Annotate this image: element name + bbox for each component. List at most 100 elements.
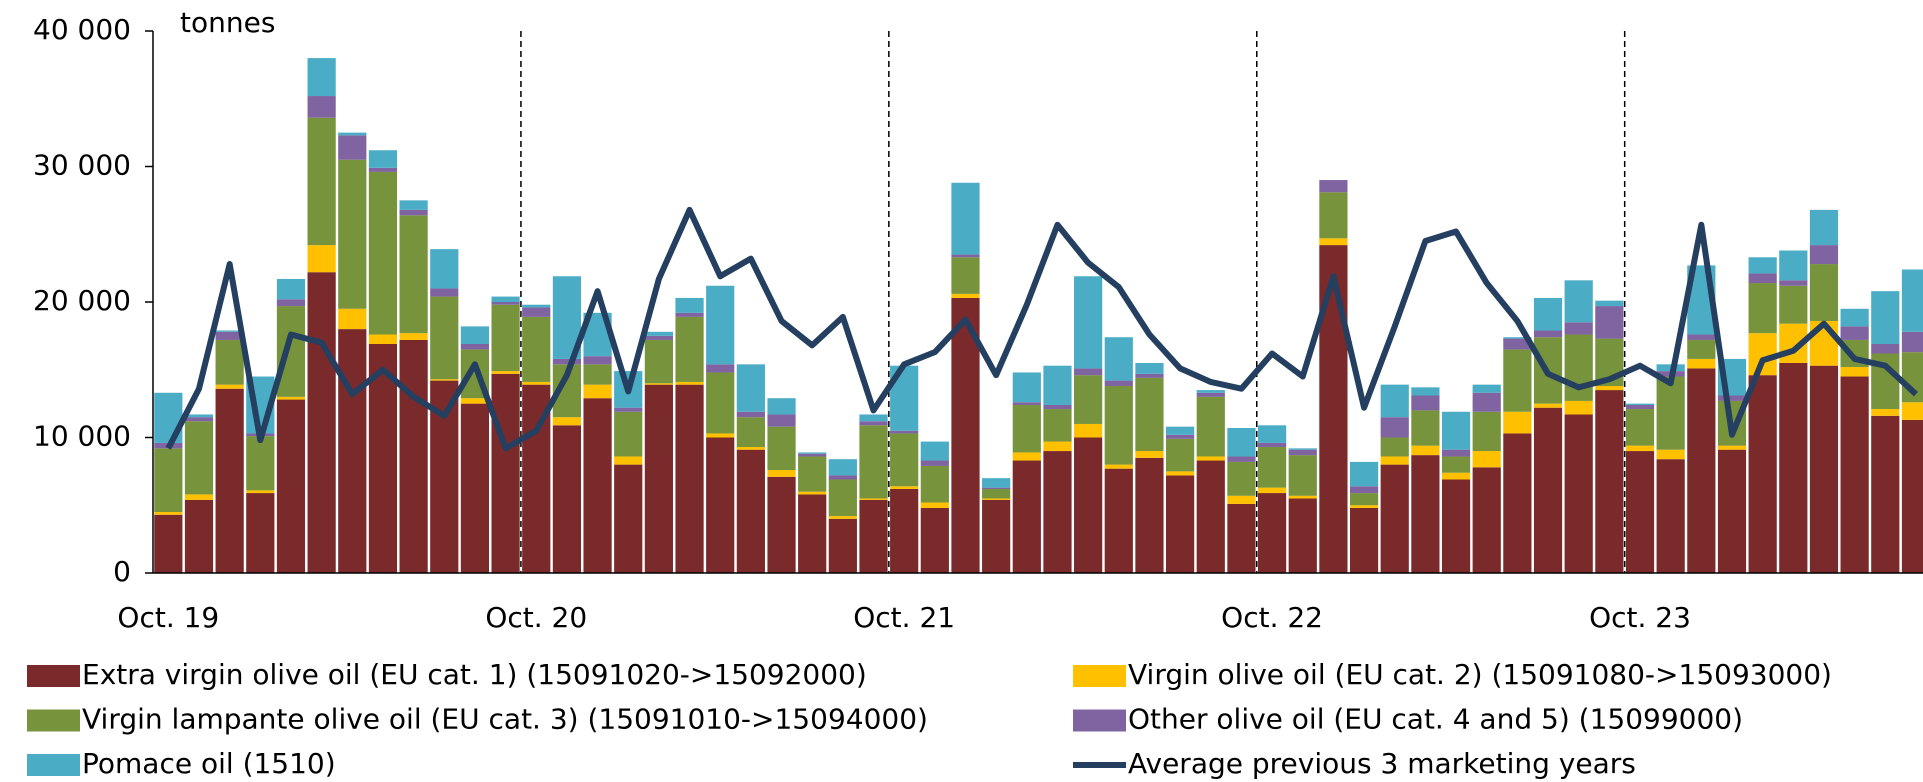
bar-segment [1104, 386, 1133, 465]
bar-segment [215, 339, 244, 385]
bar-segment [1227, 461, 1256, 496]
bar-segment [798, 494, 827, 573]
bar-segment [430, 379, 459, 381]
bar-segment [1288, 498, 1317, 573]
bar-segment [1472, 467, 1501, 573]
bar-segment [1257, 493, 1287, 573]
bar-segment [767, 470, 796, 477]
bar-segment [1227, 456, 1256, 462]
bar-segment [1779, 285, 1808, 324]
bar-segment [1809, 264, 1839, 321]
bar-segment [1901, 402, 1923, 420]
bar-segment [1533, 407, 1563, 573]
bar-segment [706, 372, 735, 434]
bar-segment [1166, 434, 1195, 439]
y-tick-label: 30 000 [33, 149, 131, 182]
bar-segment [859, 499, 888, 573]
bar-segment [1779, 280, 1808, 286]
bar-segment [767, 414, 796, 427]
bar-segment [154, 514, 183, 573]
bar-segment [951, 293, 980, 298]
bar-segment [1135, 362, 1164, 374]
bar-segment [522, 316, 551, 382]
bar-segment [1104, 464, 1133, 469]
bar-segment [736, 411, 765, 418]
y-unit-label: tonnes [180, 6, 275, 39]
bar-segment [1840, 308, 1869, 327]
bar-segment [1349, 486, 1379, 494]
bar-segment [644, 339, 673, 384]
bar-segment [890, 486, 919, 489]
bar-segment [583, 398, 612, 573]
bar-segment [1441, 479, 1471, 573]
bar-segment [460, 326, 490, 345]
bar-segment [706, 364, 735, 373]
bar-segment [1748, 273, 1777, 284]
x-tick-label: Oct. 22 [1221, 601, 1323, 634]
bar-segment [184, 421, 214, 495]
bar-segment [1564, 334, 1593, 401]
bar-segment [1656, 376, 1685, 450]
bar-segment [1625, 409, 1655, 446]
legend: Extra virgin olive oil (EU cat. 1) (1509… [27, 658, 1832, 780]
bar-segment [184, 494, 214, 500]
bar-segment [368, 171, 398, 335]
bar-segment [338, 132, 367, 136]
bar-segment [1809, 365, 1839, 573]
bar-segment [215, 384, 244, 389]
axes: 0 10 000 20 000 30 000 40 000 Oct. 19 Oct. 20 O… [33, 13, 1923, 634]
bar-segment [798, 456, 827, 492]
y-tick-label: 0 [113, 555, 131, 588]
bar-segment [307, 117, 336, 246]
y-tick-label: 10 000 [33, 420, 131, 453]
bar-segment [276, 399, 306, 573]
bar-segment [430, 249, 459, 289]
bar-segment [1257, 425, 1287, 443]
bar-segment [614, 464, 643, 573]
bar-segment [1748, 375, 1777, 573]
bar-segment [859, 414, 888, 422]
bar-segment [1595, 306, 1624, 339]
bar-segment [1625, 403, 1655, 405]
bar-segment [1196, 390, 1225, 393]
bar-segment [399, 209, 428, 216]
bar-segment [1166, 426, 1195, 435]
legend-label: Virgin olive oil (EU cat. 2) (15091080->… [1128, 658, 1832, 691]
bar-segment [920, 507, 949, 573]
bar-segment [399, 333, 428, 340]
bar-segment [1625, 404, 1655, 410]
bar-segment [1595, 386, 1624, 391]
bar-segment [1135, 373, 1164, 378]
legend-label: Other olive oil (EU cat. 4 and 5) (15099… [1128, 703, 1743, 736]
bar-segment [1288, 449, 1317, 456]
legend-swatch [27, 754, 80, 776]
legend-swatch [27, 709, 80, 732]
x-tick-label: Oct. 21 [853, 601, 955, 634]
bar-segment [338, 159, 367, 309]
legend-swatch [1073, 709, 1126, 732]
bar-segment [675, 384, 704, 573]
bar-segment [982, 487, 1011, 489]
bar-segment [1441, 411, 1471, 450]
bar-segment [1380, 456, 1409, 465]
bar-segment [1411, 395, 1440, 411]
bar-segment [1166, 475, 1195, 573]
bar-segment [1625, 451, 1655, 573]
bar-segment [1319, 192, 1348, 239]
bar-segment [276, 299, 306, 307]
bar-segment [1227, 428, 1256, 457]
bar-segment [491, 304, 520, 372]
bar-segment [1411, 387, 1440, 396]
bar-segment [798, 453, 827, 457]
bar-segment [1349, 505, 1379, 508]
bar-segment [1503, 411, 1532, 434]
bar-segment [890, 433, 919, 487]
bar-segment [307, 58, 336, 97]
bar-segment [1043, 451, 1072, 573]
bar-segment [1779, 362, 1808, 573]
bar-segment [368, 344, 398, 573]
bar-segment [1166, 471, 1195, 476]
bar-segment [951, 297, 980, 573]
bar-segment [460, 398, 490, 404]
x-tick-label: Oct. 23 [1589, 601, 1691, 634]
